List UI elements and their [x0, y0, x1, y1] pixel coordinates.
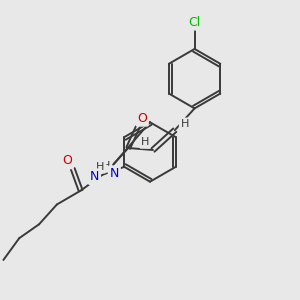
Text: H: H	[96, 162, 105, 172]
Text: Cl: Cl	[188, 16, 201, 29]
Text: N: N	[110, 167, 119, 180]
Text: O: O	[62, 154, 72, 167]
Text: H: H	[141, 137, 149, 147]
Text: O: O	[137, 112, 147, 125]
Text: H: H	[102, 161, 111, 171]
Text: H: H	[181, 119, 189, 129]
Text: N: N	[90, 170, 99, 183]
